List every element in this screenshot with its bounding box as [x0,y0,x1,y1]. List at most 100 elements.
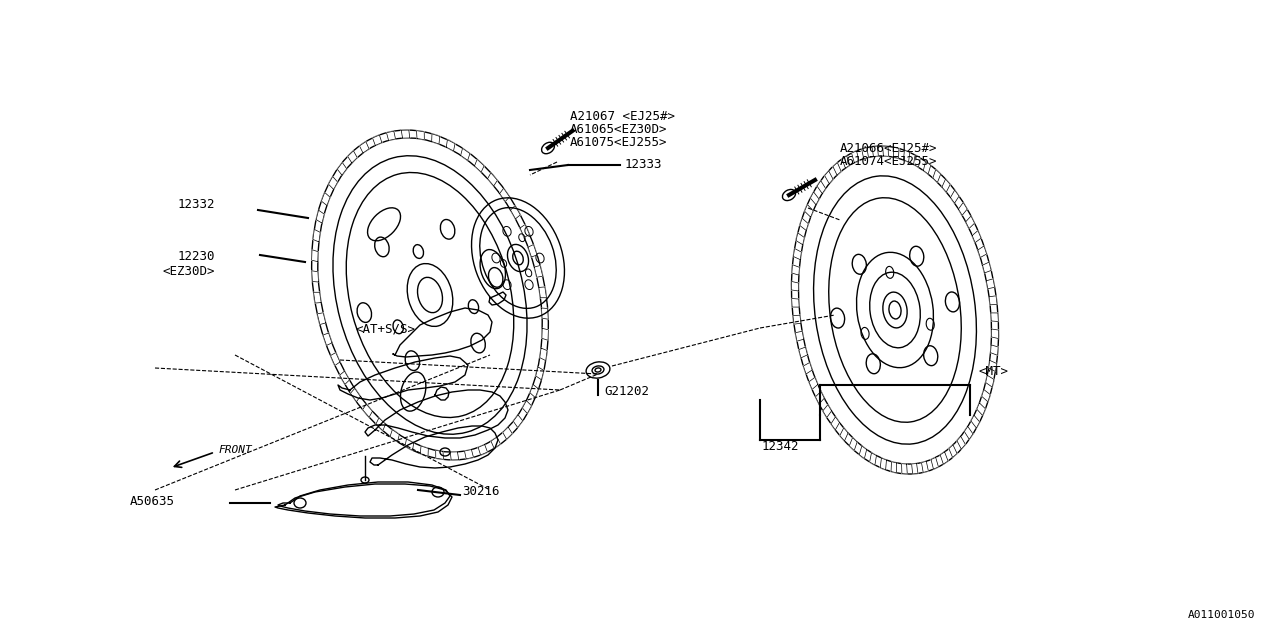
Text: A61065<EZ30D>: A61065<EZ30D> [570,123,667,136]
Text: G21202: G21202 [604,385,649,398]
Polygon shape [435,451,443,460]
Polygon shape [973,230,980,243]
Polygon shape [404,439,413,451]
Polygon shape [338,163,347,175]
Polygon shape [992,329,998,339]
Polygon shape [977,403,986,415]
Polygon shape [815,392,824,404]
Polygon shape [891,461,896,473]
Polygon shape [964,426,973,439]
Text: 12342: 12342 [762,440,800,453]
Polygon shape [941,452,948,464]
Polygon shape [539,287,547,298]
Ellipse shape [782,189,796,200]
Polygon shape [911,463,918,474]
Text: <MT>: <MT> [978,365,1009,378]
Polygon shape [972,415,979,428]
Polygon shape [503,427,512,439]
Polygon shape [861,148,869,159]
Polygon shape [872,146,878,157]
Text: 30216: 30216 [462,485,499,498]
Polygon shape [914,155,920,167]
Polygon shape [869,452,877,465]
Text: A21066<EJ25#>: A21066<EJ25#> [840,142,937,155]
Polygon shape [475,159,484,172]
Polygon shape [479,445,488,455]
Polygon shape [339,371,349,385]
Polygon shape [792,265,800,275]
Polygon shape [901,463,908,474]
Polygon shape [800,218,808,230]
Polygon shape [794,248,801,260]
Polygon shape [792,315,801,324]
Text: 12333: 12333 [625,158,663,171]
Text: 12332: 12332 [178,198,215,211]
Polygon shape [541,328,548,340]
Polygon shape [465,449,474,459]
Polygon shape [904,150,910,162]
Polygon shape [372,135,381,145]
Polygon shape [805,205,813,217]
Ellipse shape [541,142,554,154]
Polygon shape [312,229,320,242]
Polygon shape [983,262,991,273]
Text: A50635: A50635 [131,495,175,508]
Polygon shape [791,298,799,307]
Polygon shape [948,445,957,458]
Polygon shape [451,452,458,460]
Polygon shape [842,156,850,168]
Polygon shape [461,148,470,161]
Text: A011001050: A011001050 [1188,610,1254,620]
Polygon shape [351,388,361,402]
Polygon shape [833,163,841,175]
Polygon shape [323,333,332,346]
Polygon shape [529,244,538,257]
Text: A21067 <EJ25#>: A21067 <EJ25#> [570,110,675,123]
Polygon shape [541,308,548,319]
Polygon shape [883,146,888,156]
Polygon shape [520,225,530,237]
Polygon shape [991,313,998,321]
Polygon shape [987,279,995,289]
Polygon shape [329,177,338,189]
Polygon shape [893,147,899,158]
Polygon shape [824,171,833,184]
Polygon shape [942,179,950,192]
Polygon shape [312,271,319,282]
Polygon shape [951,190,959,203]
Polygon shape [988,360,997,372]
Polygon shape [959,202,968,215]
Polygon shape [991,345,998,355]
Polygon shape [360,141,369,153]
Polygon shape [922,461,928,472]
Polygon shape [881,458,887,470]
Text: A61075<EJ255>: A61075<EJ255> [570,136,667,149]
Polygon shape [530,385,539,397]
Polygon shape [796,233,804,244]
Ellipse shape [586,362,609,378]
Polygon shape [321,193,330,205]
Polygon shape [390,429,399,442]
Polygon shape [957,436,965,449]
Polygon shape [923,161,931,174]
Polygon shape [387,131,396,140]
Polygon shape [376,418,385,431]
Polygon shape [420,446,429,456]
Polygon shape [804,362,813,374]
Polygon shape [809,378,818,389]
Polygon shape [492,437,500,449]
Polygon shape [499,188,509,202]
Polygon shape [795,332,804,341]
Text: A61074<EJ255>: A61074<EJ255> [840,155,937,168]
Polygon shape [817,180,826,193]
Polygon shape [823,404,832,417]
Polygon shape [978,246,987,257]
Polygon shape [986,375,995,387]
Text: 12230
<EZ30D>: 12230 <EZ30D> [163,250,215,278]
Polygon shape [933,170,941,182]
Polygon shape [314,292,321,303]
Text: FRONT: FRONT [218,445,252,455]
Polygon shape [534,266,543,277]
Text: <AT+S/S>: <AT+S/S> [355,322,415,335]
Polygon shape [513,415,522,428]
